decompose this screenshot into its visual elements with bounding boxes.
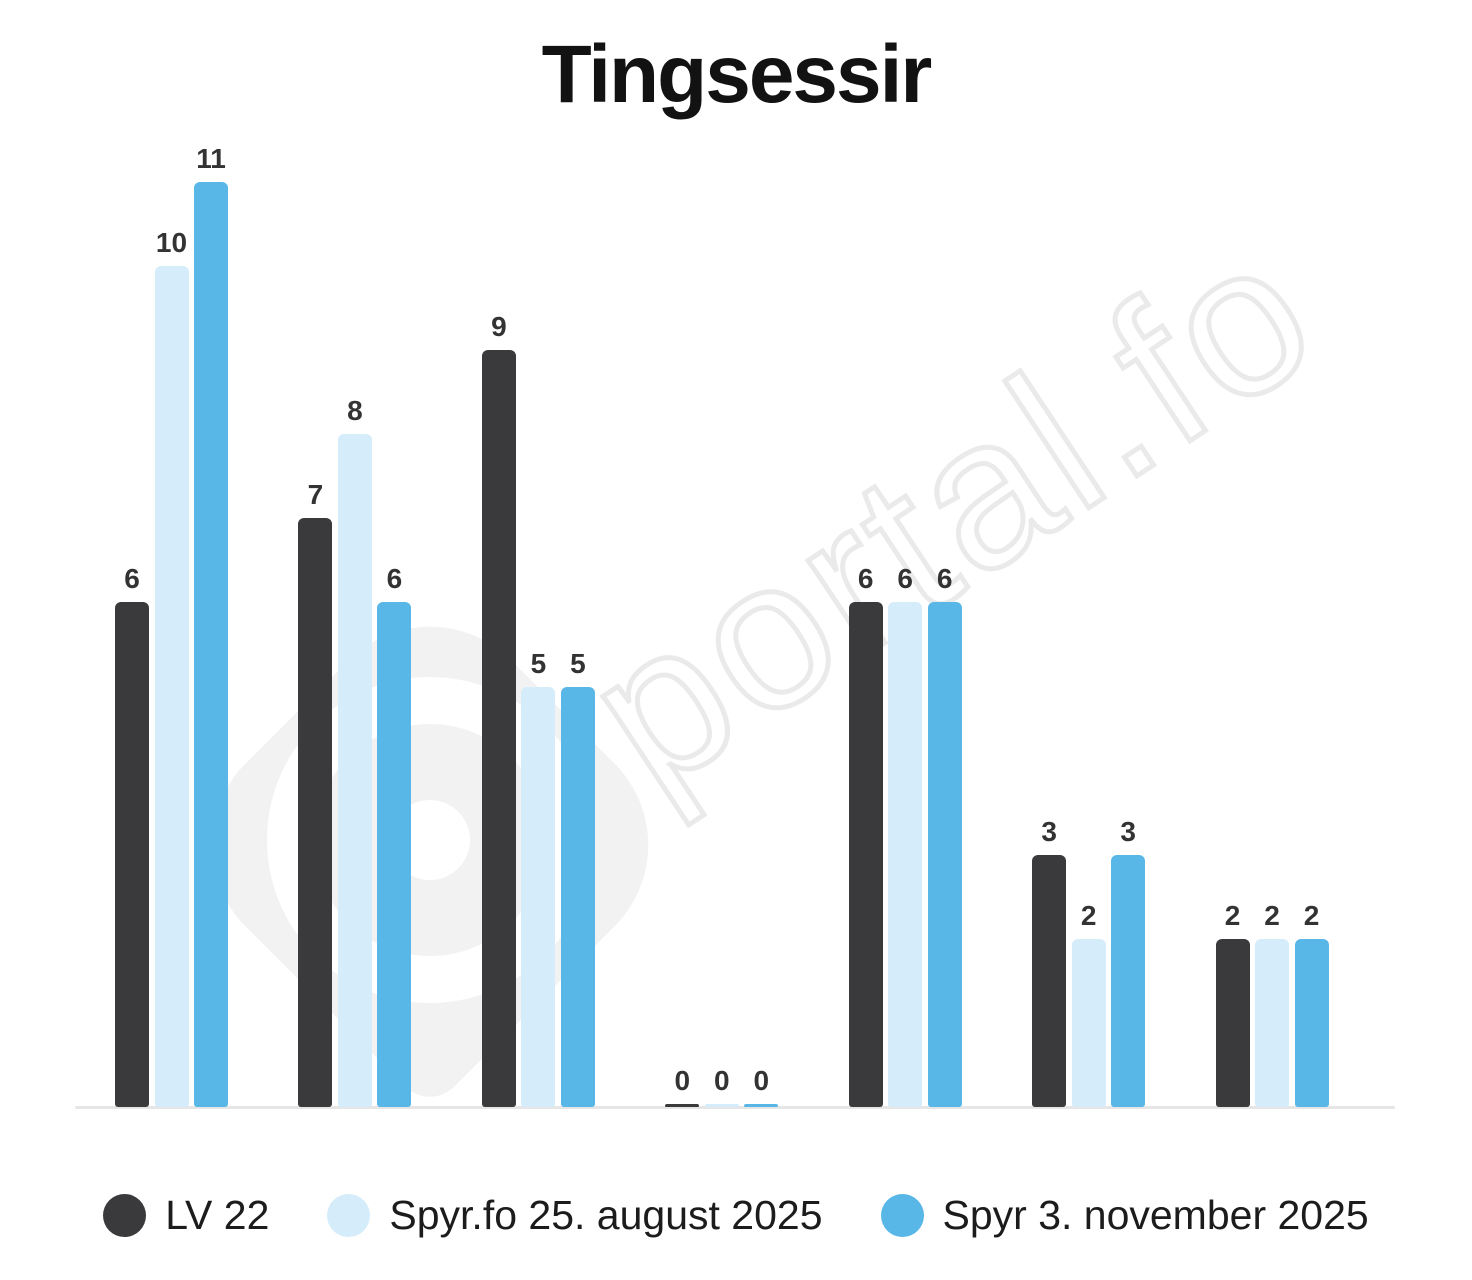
bar-group2-series1 <box>298 518 333 1107</box>
legend-marker-icon <box>327 1194 371 1237</box>
bar-value-label: 2 <box>1224 899 1241 931</box>
plot-area: 6 7 9 0 6 3 2 10 8 5 0 6 2 2 11 6 5 0 6 3 2 <box>75 0 1395 1109</box>
bar-value-label: 2 <box>1080 899 1097 931</box>
bar-group5-series1 <box>848 602 883 1107</box>
legend-item-3: Spyr 3. november 2025 <box>880 1192 1369 1238</box>
bar-group4-series3 <box>744 1104 779 1107</box>
bar-group6-series2 <box>1071 938 1106 1107</box>
legend-marker-icon <box>880 1194 924 1237</box>
bar-group6-series3 <box>1111 854 1146 1107</box>
bar-value-label: 8 <box>347 395 363 427</box>
bar-value-label: 0 <box>713 1065 730 1096</box>
bar-group2-series2 <box>337 434 372 1107</box>
bar-value-label: 6 <box>936 563 953 595</box>
bar-group1-series1 <box>115 602 149 1107</box>
x-axis-line <box>75 1106 1395 1109</box>
bar-group5-series3 <box>927 602 962 1107</box>
chart-title: Tingsessir <box>541 29 933 120</box>
bar-value-label: 6 <box>897 563 913 595</box>
bar-group1-series2 <box>154 266 189 1107</box>
bar-group3-series2 <box>521 686 556 1107</box>
bar-value-label: 5 <box>530 647 547 679</box>
bar-value-label: 5 <box>570 647 586 679</box>
bar-group3-series1 <box>481 350 516 1107</box>
legend-item-2: Spyr.fo 25. august 2025 <box>327 1192 823 1238</box>
bar-group5-series2 <box>888 602 923 1107</box>
bar-value-label: 0 <box>674 1065 691 1096</box>
bar-value-label: 10 <box>155 227 188 258</box>
bar-group4-series2 <box>704 1104 739 1107</box>
bar-value-label: 2 <box>1303 899 1320 931</box>
bar-value-label: 11 <box>196 142 226 174</box>
bar-value-label: 6 <box>124 563 140 595</box>
bar-group2-series3 <box>377 602 412 1107</box>
bar-group4-series1 <box>665 1104 700 1107</box>
bar-group6-series1 <box>1032 854 1067 1107</box>
bar-value-label: 2 <box>1264 899 1280 931</box>
bar-group3-series3 <box>560 686 595 1107</box>
bar-value-label: 6 <box>857 563 874 595</box>
legend-label: Spyr.fo 25. august 2025 <box>389 1192 823 1238</box>
legend-label: Spyr 3. november 2025 <box>942 1192 1369 1238</box>
bar-value-label: 6 <box>386 563 403 595</box>
bar-group7-series1 <box>1215 938 1250 1107</box>
bar-value-label: 3 <box>1120 815 1136 847</box>
bar-value-label: 3 <box>1041 815 1057 847</box>
legend-item-1: LV 22 <box>103 1194 269 1237</box>
legend: LV 22 Spyr.fo 25. august 2025 Spyr 3. nove… <box>0 1194 1472 1237</box>
bar-value-label: 9 <box>491 311 507 343</box>
legend-label: LV 22 <box>165 1192 270 1238</box>
legend-marker-icon <box>103 1194 147 1237</box>
bar-group7-series2 <box>1255 938 1290 1107</box>
bar-value-label: 0 <box>753 1065 770 1096</box>
bar-group1-series3 <box>194 181 228 1107</box>
bar-value-label: 7 <box>307 479 324 511</box>
bar-group7-series3 <box>1294 938 1329 1107</box>
